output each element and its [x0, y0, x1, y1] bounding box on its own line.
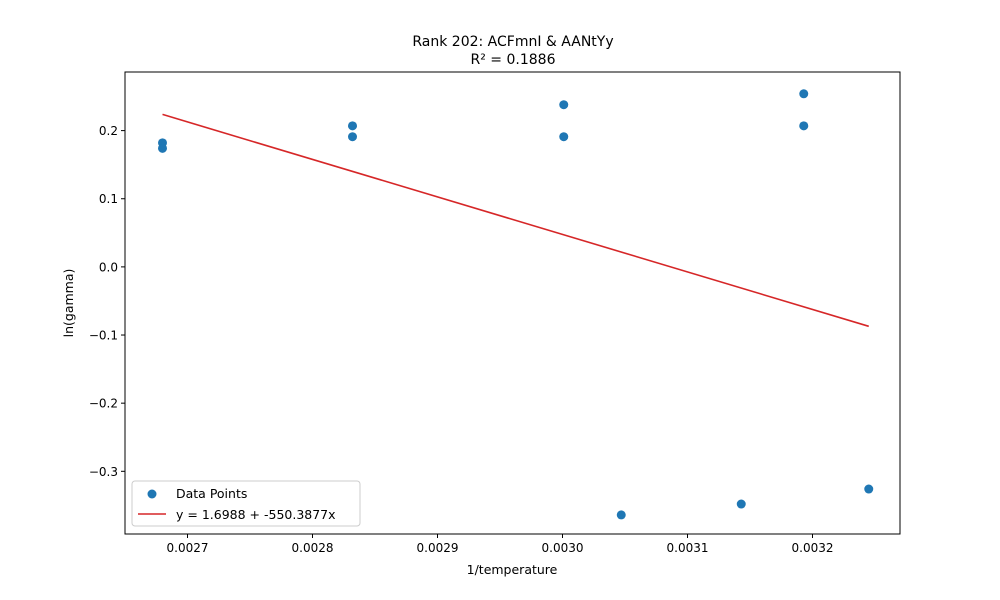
x-axis-label: 1/temperature	[467, 562, 558, 577]
plot-area	[158, 89, 874, 520]
data-point	[616, 510, 626, 520]
legend-marker-data-points	[147, 489, 157, 499]
x-tick-label: 0.0028	[292, 541, 334, 555]
y-axis-label: ln(gamma)	[61, 269, 76, 338]
data-point	[736, 499, 746, 509]
data-point	[799, 121, 809, 131]
data-point	[799, 89, 809, 99]
legend-box	[131, 480, 361, 527]
y-tick-label: 0.1	[99, 192, 118, 206]
x-tick-label: 0.0030	[542, 541, 584, 555]
y-tick-label: −0.2	[89, 397, 118, 411]
legend-label-fit-line: y = 1.6988 + -550.3877x	[176, 507, 336, 522]
x-tick-label: 0.0027	[167, 541, 209, 555]
data-point	[559, 100, 569, 110]
y-tick-label: −0.3	[89, 465, 118, 479]
data-point	[864, 484, 874, 494]
x-tick-label: 0.0031	[667, 541, 709, 555]
data-point	[348, 121, 357, 131]
x-tick-label: 0.0029	[417, 541, 459, 555]
y-tick-label: 0.0	[99, 260, 118, 274]
axes-frame	[124, 71, 901, 535]
legend: Data Points y = 1.6988 + -550.3877x	[131, 480, 361, 527]
data-point	[158, 143, 167, 153]
chart-subtitle: R² = 0.1886	[471, 52, 556, 68]
chart-title: Rank 202: ACFmnI & AANtYy	[412, 34, 613, 50]
data-point	[348, 132, 357, 142]
fit-line	[162, 113, 869, 328]
x-axis: 0.0027 0.0028 0.0029 0.0030 0.0031 0.0032	[167, 534, 834, 555]
y-axis: −0.3 −0.2 −0.1 0.0 0.1 0.2	[89, 124, 125, 479]
x-tick-label: 0.0032	[792, 541, 834, 555]
y-tick-label: −0.1	[89, 329, 118, 343]
y-tick-label: 0.2	[99, 124, 118, 138]
legend-label-data-points: Data Points	[176, 486, 247, 501]
data-point	[559, 132, 569, 142]
